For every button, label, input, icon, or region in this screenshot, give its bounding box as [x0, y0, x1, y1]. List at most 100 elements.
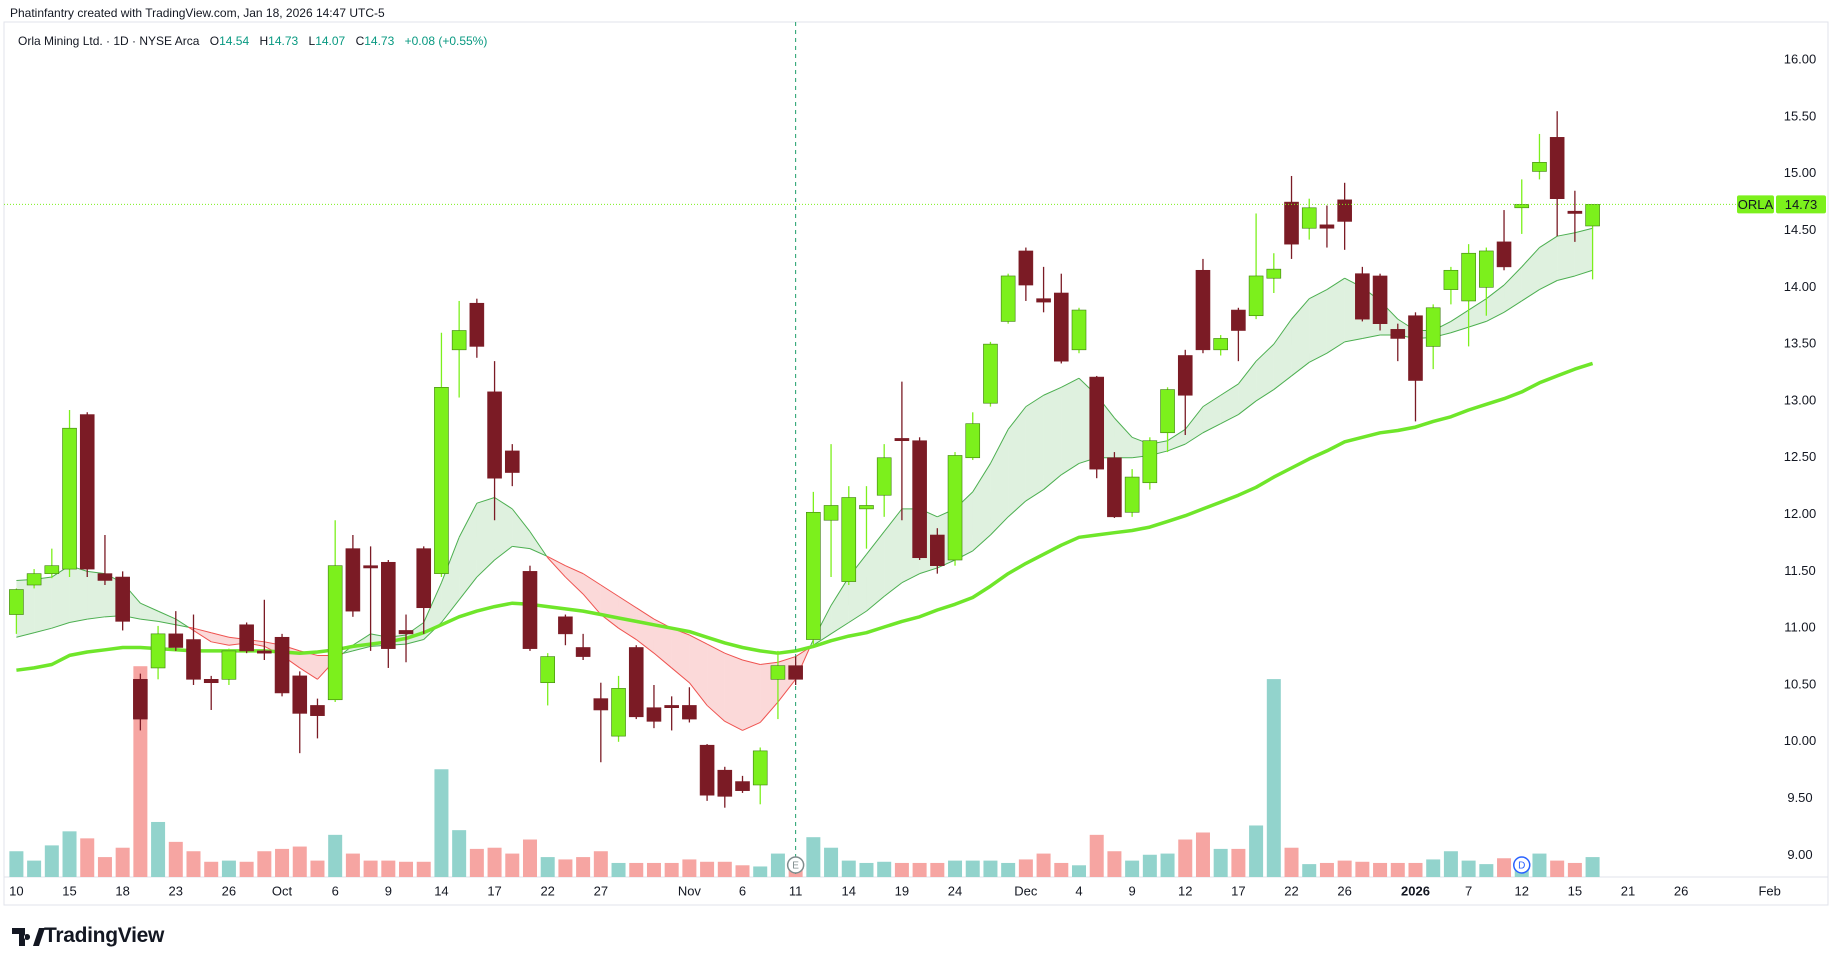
x-tick-label: Oct	[272, 883, 293, 898]
x-tick-label: 27	[594, 883, 608, 898]
volume-bar	[983, 860, 998, 877]
band-line	[1362, 334, 1381, 339]
candle-body	[79, 414, 95, 570]
candle-body	[1337, 199, 1352, 222]
band-line	[440, 537, 460, 583]
volume-bar	[328, 834, 343, 877]
x-tick-label: 15	[1568, 883, 1582, 898]
x-tick-label: 23	[169, 883, 183, 898]
volume-bar	[806, 837, 821, 877]
candle-body	[168, 633, 184, 648]
volume-bar	[239, 861, 254, 877]
candle-body	[1301, 207, 1317, 229]
candle-body	[841, 497, 857, 582]
band-line	[1539, 280, 1558, 291]
candle-body	[310, 705, 325, 716]
candle-body	[522, 571, 538, 649]
volume-bar	[1373, 862, 1388, 877]
x-tick-label: 14	[434, 883, 448, 898]
band-line	[600, 584, 619, 597]
volume-bar	[1249, 825, 1264, 877]
price-tag-label: 14.73	[1785, 197, 1818, 212]
band-line	[1326, 341, 1345, 354]
candle-body	[788, 665, 803, 680]
band-line	[1220, 414, 1239, 425]
volume-bar	[1018, 859, 1033, 877]
volume-bar	[1266, 679, 1281, 877]
y-tick-label: 13.00	[1784, 392, 1817, 407]
volume-bar	[505, 853, 520, 877]
volume-bar	[151, 821, 166, 877]
ticker-tag	[1737, 195, 1774, 214]
band-line	[990, 516, 1009, 536]
candle-body	[239, 624, 254, 652]
band-line	[688, 682, 708, 706]
band-line	[582, 573, 602, 586]
volume-bar	[629, 862, 644, 877]
band-fill	[494, 497, 513, 561]
x-tick-label: 17	[487, 883, 501, 898]
candle-body	[1248, 275, 1264, 317]
band-fill	[1521, 247, 1540, 301]
band-line	[1574, 269, 1593, 277]
band-line	[1255, 389, 1275, 402]
volume-bar	[1213, 848, 1228, 877]
legend-change: +0.08 (+0.55%)	[404, 34, 488, 48]
volume-bar	[1461, 860, 1476, 877]
band-line	[1503, 266, 1523, 286]
volume-bar	[1567, 862, 1582, 877]
candle-body	[115, 576, 130, 622]
band-fill	[34, 577, 52, 633]
candle-body	[682, 705, 697, 720]
band-line	[1273, 318, 1292, 345]
volume-bar	[1408, 862, 1423, 877]
band-line	[476, 559, 495, 578]
band-line	[1521, 247, 1540, 268]
band-fill	[299, 650, 318, 680]
volume-bar	[965, 860, 980, 877]
band-line	[211, 632, 230, 638]
volume-bar	[1337, 860, 1352, 877]
band-line	[1539, 235, 1558, 248]
band-fill	[707, 644, 725, 722]
y-tick-label: 9.50	[1787, 790, 1812, 805]
band-line	[1309, 289, 1328, 300]
band-line	[1184, 406, 1204, 430]
candle-body	[292, 675, 308, 714]
candle-body	[1443, 269, 1459, 290]
volume-bar	[487, 847, 502, 877]
y-tick-label: 11.00	[1784, 620, 1816, 635]
band-line	[1291, 361, 1310, 377]
band-line	[157, 620, 176, 626]
candle-body	[327, 565, 343, 701]
band-line	[653, 652, 672, 669]
band-line	[352, 645, 371, 652]
band-line	[1450, 309, 1469, 322]
volume-bar	[930, 862, 945, 877]
event-marker	[1513, 856, 1531, 874]
volume-bar	[168, 841, 183, 877]
legend-value: 14.07	[315, 34, 346, 48]
volume-bar	[1443, 851, 1458, 877]
chart-frame	[3, 21, 1829, 906]
volume-bar	[558, 859, 573, 877]
volume-bar	[416, 861, 431, 877]
band-line	[706, 705, 726, 722]
band-line	[1557, 275, 1576, 281]
band-line	[33, 627, 52, 634]
band-line	[1574, 227, 1593, 234]
y-tick-label: 14.50	[1784, 222, 1817, 237]
brand-name: TradingView	[44, 924, 165, 947]
band-line	[848, 610, 867, 623]
band-line	[1309, 352, 1328, 363]
volume-bar	[345, 853, 360, 877]
x-tick-label: 10	[9, 883, 23, 898]
band-fill	[636, 607, 654, 654]
candle-body	[345, 548, 361, 612]
band-line	[405, 639, 424, 645]
band-fill	[1486, 285, 1505, 322]
candle-body	[150, 633, 166, 669]
candle-body	[859, 505, 874, 510]
band-line	[547, 557, 566, 578]
